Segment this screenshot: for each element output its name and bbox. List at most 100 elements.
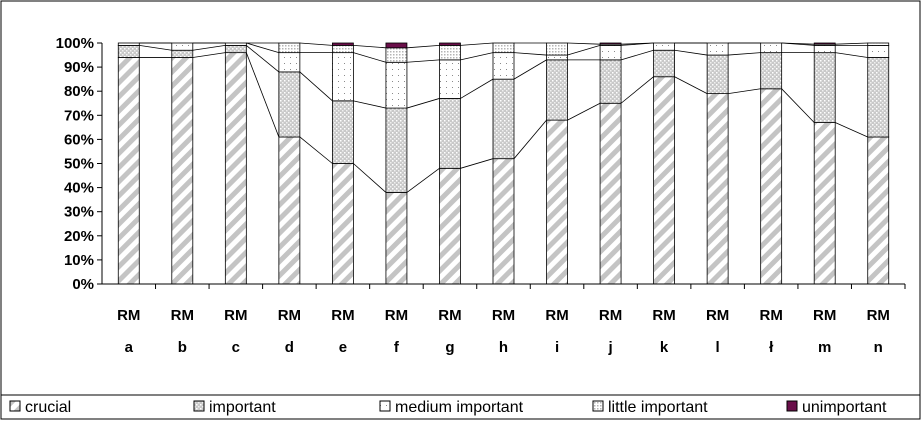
x-tick-label-line1: RM bbox=[599, 307, 622, 324]
bar-segment-crucial bbox=[331, 163, 354, 285]
bar-segment-little-important bbox=[867, 42, 890, 46]
bar-segment-important bbox=[599, 59, 622, 104]
x-tick-label-line2: j bbox=[607, 339, 612, 356]
series-line-little-important bbox=[406, 45, 440, 49]
y-tick-label: 80% bbox=[64, 83, 94, 100]
bar-segment-medium-important bbox=[331, 52, 354, 102]
bar-segment-important bbox=[492, 78, 515, 160]
series-line-little-important bbox=[621, 42, 654, 45]
y-axis: 0% 10% 20% 30% 40% 50% 60% 70% 80% 90% 100% bbox=[56, 35, 103, 293]
series-line-important bbox=[139, 45, 172, 51]
x-tick-label-line2: m bbox=[818, 339, 831, 356]
x-tick-label-line2: g bbox=[445, 339, 454, 356]
x-tick-label-line2: c bbox=[232, 339, 240, 356]
x-tick-label-line2: a bbox=[125, 339, 134, 356]
x-tick-label-line2: f bbox=[394, 339, 400, 356]
bar-segment-unimportant bbox=[439, 42, 461, 46]
legend-swatch-unimportant bbox=[786, 400, 798, 412]
bar-segment-medium-important bbox=[867, 45, 890, 58]
bar-segment-important bbox=[653, 49, 675, 78]
x-tick-label-line2: n bbox=[874, 339, 883, 356]
bar-segment-important bbox=[546, 59, 568, 121]
y-tick-label: 90% bbox=[64, 59, 94, 76]
bar-segment-medium-important bbox=[385, 61, 408, 109]
bar-segment-little-important bbox=[492, 42, 515, 54]
series-line-important bbox=[406, 98, 440, 109]
bar-segment-important bbox=[813, 52, 836, 123]
series-line-medium-important bbox=[567, 45, 601, 56]
bar-segment-crucial bbox=[224, 52, 247, 285]
bar-segment-important bbox=[117, 45, 140, 58]
x-tick-label-line1: RM bbox=[652, 307, 675, 324]
bar-segment-medium-important bbox=[171, 42, 194, 51]
y-tick-label: 20% bbox=[64, 228, 94, 245]
x-tick-label-line1: RM bbox=[706, 307, 729, 324]
series-line-little-important bbox=[567, 42, 601, 45]
series-line-medium-important bbox=[406, 59, 440, 63]
bars bbox=[117, 42, 890, 285]
series-line-medium-important bbox=[460, 52, 494, 61]
x-tick-label-line1: RM bbox=[492, 307, 515, 324]
bar-segment-crucial bbox=[492, 158, 515, 285]
bar-segment-medium-important bbox=[813, 45, 836, 54]
bar-segment-important bbox=[331, 100, 354, 164]
series-line-crucial bbox=[460, 158, 494, 169]
bar-segment-medium-important bbox=[706, 42, 729, 56]
series-line-crucial bbox=[353, 163, 387, 193]
bar-segment-crucial bbox=[439, 167, 461, 285]
bar-segment-crucial bbox=[171, 57, 194, 285]
series-line-medium-important bbox=[513, 52, 547, 56]
legend-swatch-crucial bbox=[9, 400, 21, 412]
bar-segment-little-important bbox=[278, 42, 301, 54]
bar-segment-crucial bbox=[117, 57, 140, 285]
bar-segment-important bbox=[867, 57, 890, 138]
bar-segment-important bbox=[224, 45, 247, 54]
x-tick-label-line1: RM bbox=[867, 307, 890, 324]
legend-label-important: important bbox=[209, 399, 276, 416]
x-tick-label-line1: RM bbox=[278, 307, 301, 324]
series-line-important bbox=[460, 78, 494, 99]
bar-segment-little-important bbox=[439, 45, 461, 61]
series-line-medium-important bbox=[246, 42, 279, 54]
series-line-important bbox=[728, 52, 761, 56]
x-tick-label-line1: RM bbox=[438, 307, 461, 324]
x-tick-label-line2: k bbox=[660, 339, 669, 356]
bar-segment-medium-important bbox=[492, 52, 515, 80]
x-tick-label-line2: e bbox=[339, 339, 347, 356]
bar-segment-medium-important bbox=[599, 45, 622, 61]
bar-segment-medium-important bbox=[760, 42, 783, 54]
bar-segment-unimportant bbox=[599, 42, 622, 45]
y-tick-label: 60% bbox=[64, 131, 94, 148]
x-tick-label-line2: ł bbox=[769, 339, 774, 356]
series-line-important bbox=[353, 100, 387, 109]
x-tick-label-line2: i bbox=[555, 339, 559, 356]
series-line-crucial bbox=[513, 119, 547, 159]
series-line-important bbox=[674, 49, 708, 56]
bar-segment-medium-important bbox=[653, 42, 675, 51]
legend-label-little-important: little important bbox=[608, 399, 708, 416]
bar-segment-important bbox=[706, 54, 729, 95]
bar-segment-crucial bbox=[385, 192, 408, 285]
bar-segment-important bbox=[171, 49, 194, 58]
series-line-little-important bbox=[299, 42, 333, 46]
bar-segment-crucial bbox=[653, 76, 675, 285]
bar-segment-important bbox=[385, 107, 408, 193]
series-line-crucial bbox=[299, 136, 333, 164]
legend-label-medium-important: medium important bbox=[395, 399, 524, 416]
bar-segment-important bbox=[760, 52, 783, 90]
bar-segment-unimportant bbox=[813, 42, 836, 45]
series-line-crucial bbox=[245, 52, 280, 138]
x-tick-label-line2: h bbox=[499, 339, 508, 356]
y-tick-label: 0% bbox=[72, 276, 94, 293]
series-line-little-important bbox=[835, 42, 868, 45]
series-line-crucial bbox=[781, 88, 815, 123]
x-tick-label-line2: d bbox=[285, 339, 294, 356]
series-line-little-important bbox=[460, 42, 494, 46]
bar-segment-important bbox=[278, 71, 301, 138]
x-tick-label-line1: RM bbox=[117, 307, 140, 324]
x-tick-label-line2: l bbox=[716, 339, 720, 356]
y-tick-label: 40% bbox=[64, 180, 94, 197]
series-line-crucial bbox=[620, 76, 654, 104]
bar-segment-medium-important bbox=[546, 54, 568, 61]
